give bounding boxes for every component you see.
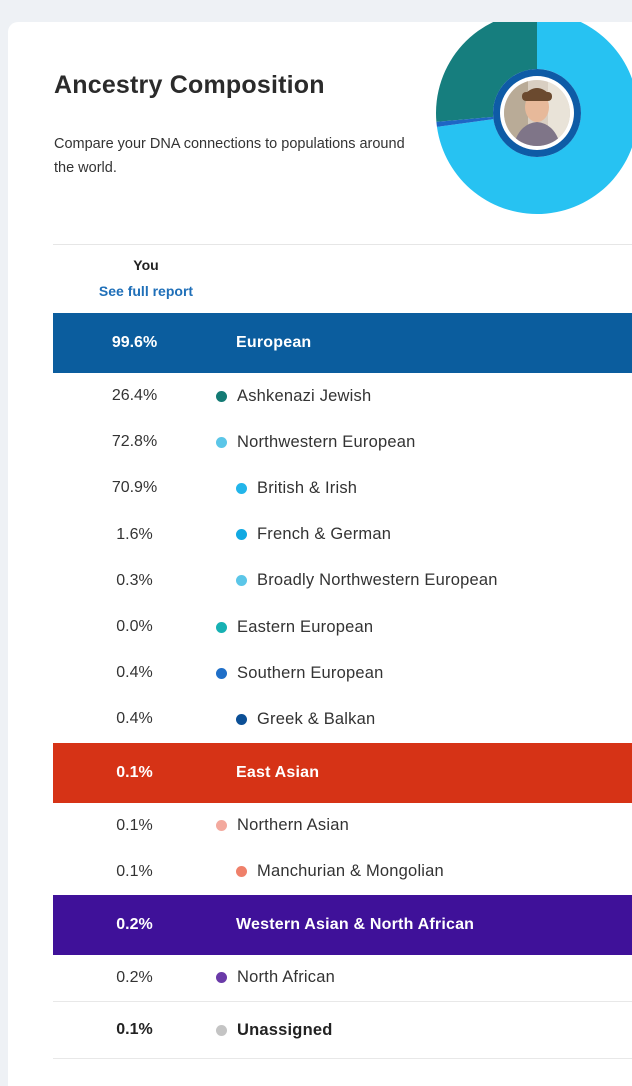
donut-slice-northwestern-european[interactable] bbox=[436, 22, 632, 214]
list-item-north-african[interactable]: 0.2% North African bbox=[53, 955, 632, 1001]
group-header-east-asian[interactable]: 0.1% East Asian bbox=[53, 742, 632, 803]
color-dot-icon bbox=[236, 482, 247, 494]
group-percent: 0.2% bbox=[116, 915, 153, 933]
population-name: Northwestern European bbox=[237, 432, 416, 451]
donut-slice-other[interactable] bbox=[436, 116, 494, 127]
population-percent: 0.4% bbox=[116, 664, 153, 682]
color-dot-icon bbox=[236, 866, 247, 878]
donut-slice-ashkenazi-jewish[interactable] bbox=[436, 22, 537, 122]
list-item-french-german[interactable]: 1.6% French & German bbox=[53, 512, 632, 558]
group-name: East Asian bbox=[236, 763, 320, 781]
population-percent: 1.6% bbox=[116, 525, 153, 543]
population-name: North African bbox=[237, 968, 335, 987]
color-dot-icon bbox=[216, 820, 227, 832]
list-item-northern-asian[interactable]: 0.1% Northern Asian bbox=[53, 803, 632, 849]
see-full-report-link[interactable]: See full report bbox=[98, 283, 194, 299]
population-name: British & Irish bbox=[257, 478, 358, 497]
population-name: Ashkenazi Jewish bbox=[237, 386, 372, 405]
you-column-header: You bbox=[133, 257, 159, 273]
ancestry-donut-chart[interactable] bbox=[428, 22, 632, 222]
population-percent: 0.3% bbox=[116, 571, 153, 589]
list-item-manchurian-mongolian[interactable]: 0.1% Manchurian & Mongolian bbox=[53, 849, 632, 895]
color-dot-icon bbox=[216, 972, 227, 984]
group-percent: 0.1% bbox=[116, 763, 153, 781]
population-name: Greek & Balkan bbox=[257, 709, 376, 728]
color-dot-icon bbox=[236, 575, 247, 587]
color-dot-icon bbox=[236, 713, 247, 725]
page-subtitle: Compare your DNA connections to populati… bbox=[54, 136, 405, 176]
population-name: Manchurian & Mongolian bbox=[257, 862, 444, 881]
list-item-eastern-european[interactable]: 0.0% Eastern European bbox=[53, 604, 632, 650]
color-dot-icon bbox=[236, 529, 247, 541]
group-header-european[interactable]: 99.6% European bbox=[53, 313, 632, 373]
color-dot-icon bbox=[216, 1024, 227, 1036]
list-item-southern-european[interactable]: 0.4% Southern European bbox=[53, 650, 632, 696]
list-item-british-irish[interactable]: 70.9% British & Irish bbox=[53, 465, 632, 511]
group-percent: 99.6% bbox=[111, 334, 158, 351]
color-dot-icon bbox=[216, 436, 227, 448]
population-percent: 0.4% bbox=[116, 710, 153, 728]
population-percent: 0.1% bbox=[116, 862, 153, 880]
list-item-broadly-northwestern-european[interactable]: 0.3% Broadly Northwestern European bbox=[53, 558, 632, 604]
population-name: Broadly Northwestern European bbox=[257, 571, 498, 590]
list-item-unassigned[interactable]: 0.1% Unassigned bbox=[53, 1001, 632, 1060]
population-percent: 0.0% bbox=[116, 618, 153, 636]
ancestry-table: 99.6% European 26.4% Ashkenazi Jewish 72… bbox=[53, 313, 632, 1060]
list-item-ashkenazi-jewish[interactable]: 26.4% Ashkenazi Jewish bbox=[53, 373, 632, 419]
population-name: Unassigned bbox=[237, 1020, 333, 1039]
header-divider bbox=[53, 244, 632, 245]
color-dot-icon bbox=[216, 390, 227, 402]
population-name: Southern European bbox=[237, 663, 384, 682]
color-dot-icon bbox=[216, 621, 227, 633]
population-percent: 72.8% bbox=[111, 433, 158, 451]
population-percent: 0.2% bbox=[116, 968, 153, 986]
population-name: Northern Asian bbox=[237, 816, 349, 835]
ancestry-card: Ancestry Composition Compare your DNA co… bbox=[8, 22, 632, 1086]
group-name: European bbox=[236, 334, 312, 351]
avatar[interactable] bbox=[498, 74, 578, 154]
population-percent: 0.1% bbox=[116, 816, 153, 834]
population-percent: 0.1% bbox=[116, 1021, 153, 1039]
group-name: Western Asian & North African bbox=[236, 915, 475, 933]
page-title: Ancestry Composition bbox=[54, 71, 325, 99]
population-name: French & German bbox=[257, 525, 392, 544]
group-header-western-asian-north-african[interactable]: 0.2% Western Asian & North African bbox=[53, 894, 632, 955]
color-dot-icon bbox=[216, 667, 227, 679]
population-percent: 26.4% bbox=[111, 387, 158, 405]
population-name: Eastern European bbox=[237, 617, 374, 636]
list-item-greek-balkan[interactable]: 0.4% Greek & Balkan bbox=[53, 696, 632, 742]
list-item-northwestern-european[interactable]: 72.8% Northwestern European bbox=[53, 419, 632, 465]
population-percent: 70.9% bbox=[111, 479, 158, 497]
